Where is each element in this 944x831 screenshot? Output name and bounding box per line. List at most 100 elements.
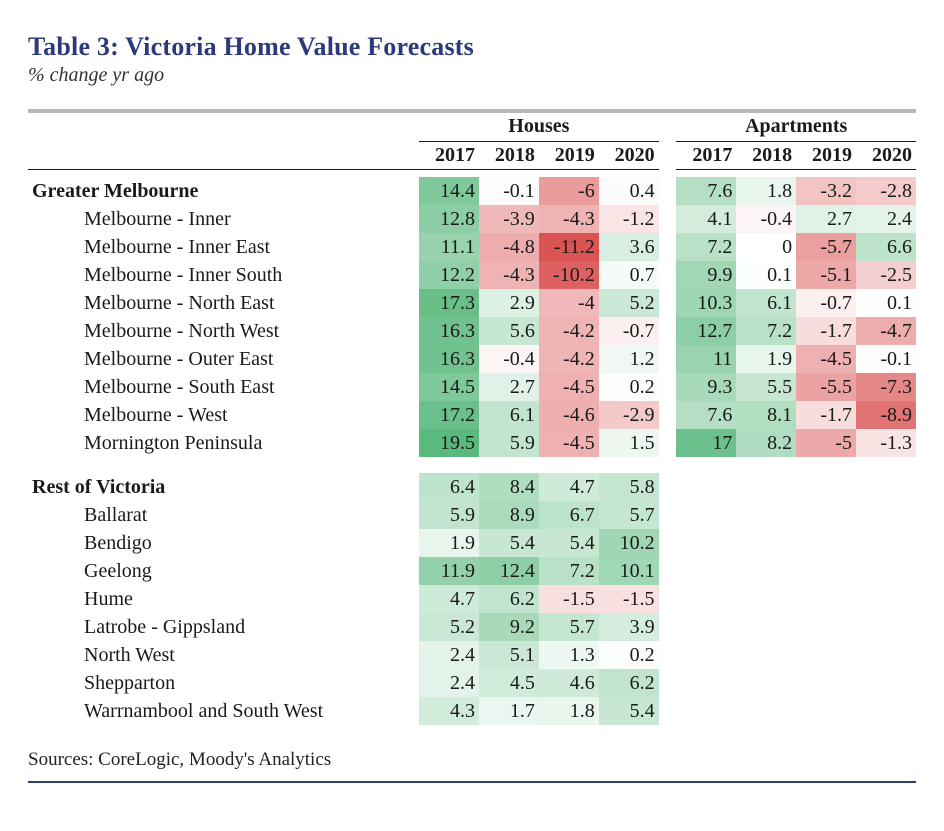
- value-cell: 0.1: [856, 289, 916, 317]
- region-label: Melbourne - Outer East: [28, 345, 407, 373]
- table-row: Hume4.76.2-1.5-1.5: [28, 585, 916, 613]
- value-cell: 10.1: [599, 557, 659, 585]
- value-cell: 8.4: [479, 473, 539, 501]
- value-cell: 17.2: [419, 401, 479, 429]
- value-cell: -1.5: [599, 585, 659, 613]
- value-cell: [736, 557, 796, 585]
- value-cell: 5.2: [599, 289, 659, 317]
- value-cell: -1.5: [539, 585, 599, 613]
- table-row: Shepparton2.44.54.66.2: [28, 669, 916, 697]
- value-cell: [856, 641, 916, 669]
- region-label: Warrnambool and South West: [28, 697, 407, 725]
- value-cell: 6.1: [479, 401, 539, 429]
- value-cell: 4.6: [539, 669, 599, 697]
- value-cell: -1.2: [599, 205, 659, 233]
- value-cell: 16.3: [419, 345, 479, 373]
- value-cell: 10.2: [599, 529, 659, 557]
- value-cell: [676, 585, 736, 613]
- value-cell: 10.3: [676, 289, 736, 317]
- value-cell: 12.4: [479, 557, 539, 585]
- region-label: Melbourne - North East: [28, 289, 407, 317]
- region-label: Geelong: [28, 557, 407, 585]
- value-cell: -0.7: [599, 317, 659, 345]
- value-cell: [736, 669, 796, 697]
- value-cell: [856, 501, 916, 529]
- year-header: 2018: [479, 141, 539, 169]
- table-row: Melbourne - South East14.52.7-4.50.29.35…: [28, 373, 916, 401]
- value-cell: -7.3: [856, 373, 916, 401]
- section-row: Greater Melbourne14.4-0.1-60.47.61.8-3.2…: [28, 177, 916, 205]
- value-cell: -3.9: [479, 205, 539, 233]
- region-label: Melbourne - South East: [28, 373, 407, 401]
- value-cell: 7.6: [676, 401, 736, 429]
- value-cell: 12.8: [419, 205, 479, 233]
- value-cell: 9.3: [676, 373, 736, 401]
- table-row: Ballarat5.98.96.75.7: [28, 501, 916, 529]
- value-cell: [676, 473, 736, 501]
- value-cell: 4.1: [676, 205, 736, 233]
- value-cell: 8.2: [736, 429, 796, 457]
- value-cell: 7.6: [676, 177, 736, 205]
- value-cell: [676, 641, 736, 669]
- value-cell: [736, 529, 796, 557]
- value-cell: -4.5: [539, 429, 599, 457]
- value-cell: 1.7: [479, 697, 539, 725]
- value-cell: -0.1: [856, 345, 916, 373]
- region-label: Melbourne - Inner: [28, 205, 407, 233]
- value-cell: -0.1: [479, 177, 539, 205]
- value-cell: [856, 585, 916, 613]
- value-cell: 19.5: [419, 429, 479, 457]
- value-cell: [796, 613, 856, 641]
- value-cell: 0.1: [736, 261, 796, 289]
- value-cell: -4: [539, 289, 599, 317]
- value-cell: 8.9: [479, 501, 539, 529]
- value-cell: 1.5: [599, 429, 659, 457]
- value-cell: -5: [796, 429, 856, 457]
- table-row: Latrobe - Gippsland5.29.25.73.9: [28, 613, 916, 641]
- region-label: Hume: [28, 585, 407, 613]
- value-cell: 5.9: [419, 501, 479, 529]
- value-cell: [736, 473, 796, 501]
- value-cell: 1.2: [599, 345, 659, 373]
- year-header: 2018: [736, 141, 796, 169]
- value-cell: -3.2: [796, 177, 856, 205]
- value-cell: 4.7: [539, 473, 599, 501]
- value-cell: [736, 585, 796, 613]
- value-cell: -4.5: [796, 345, 856, 373]
- value-cell: 1.8: [539, 697, 599, 725]
- value-cell: 8.1: [736, 401, 796, 429]
- table-row: Warrnambool and South West4.31.71.85.4: [28, 697, 916, 725]
- value-cell: 6.2: [479, 585, 539, 613]
- value-cell: -6: [539, 177, 599, 205]
- value-cell: 4.5: [479, 669, 539, 697]
- table-row: Melbourne - North West16.35.6-4.2-0.712.…: [28, 317, 916, 345]
- value-cell: [736, 697, 796, 725]
- table-row: Melbourne - Inner South12.2-4.3-10.20.79…: [28, 261, 916, 289]
- year-header: 2019: [539, 141, 599, 169]
- region-label: Melbourne - West: [28, 401, 407, 429]
- value-cell: 5.6: [479, 317, 539, 345]
- value-cell: -4.2: [539, 345, 599, 373]
- table-head: Houses Apartments 2017 2018 2019 2020 20…: [28, 113, 916, 177]
- value-cell: 0.4: [599, 177, 659, 205]
- table-row: Melbourne - West17.26.1-4.6-2.97.68.1-1.…: [28, 401, 916, 429]
- value-cell: 5.5: [736, 373, 796, 401]
- value-cell: [676, 697, 736, 725]
- value-cell: [796, 641, 856, 669]
- value-cell: -2.8: [856, 177, 916, 205]
- value-cell: 0.7: [599, 261, 659, 289]
- region-label: Greater Melbourne: [28, 177, 407, 205]
- value-cell: -4.7: [856, 317, 916, 345]
- region-label: Melbourne - Inner South: [28, 261, 407, 289]
- year-header: 2017: [676, 141, 736, 169]
- section-row: Rest of Victoria6.48.44.75.8: [28, 473, 916, 501]
- value-cell: 0.2: [599, 373, 659, 401]
- value-cell: -2.5: [856, 261, 916, 289]
- value-cell: 2.7: [479, 373, 539, 401]
- value-cell: 5.7: [539, 613, 599, 641]
- region-label: Ballarat: [28, 501, 407, 529]
- value-cell: 5.4: [599, 697, 659, 725]
- value-cell: 7.2: [539, 557, 599, 585]
- group-header-houses: Houses: [419, 113, 658, 141]
- value-cell: 7.2: [676, 233, 736, 261]
